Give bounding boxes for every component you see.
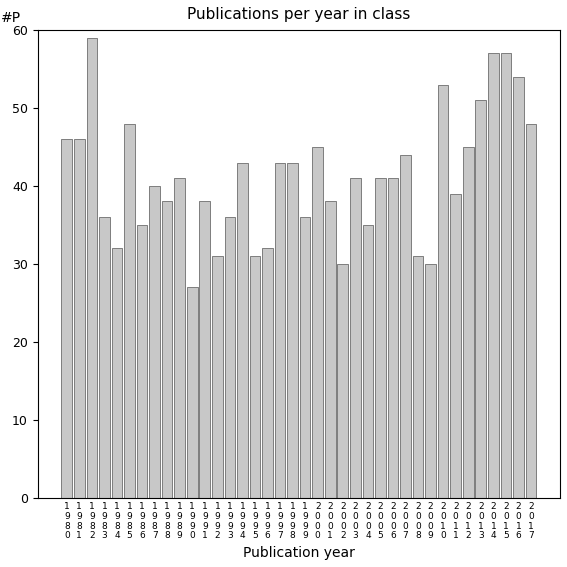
- Bar: [350, 178, 361, 497]
- Bar: [225, 217, 235, 497]
- Bar: [362, 225, 373, 497]
- Bar: [99, 217, 110, 497]
- Bar: [526, 124, 536, 497]
- Bar: [287, 163, 298, 497]
- Title: Publications per year in class: Publications per year in class: [187, 7, 411, 22]
- Bar: [87, 38, 97, 497]
- Bar: [187, 287, 197, 497]
- Bar: [149, 186, 160, 497]
- Bar: [312, 147, 323, 497]
- Bar: [262, 248, 273, 497]
- Bar: [200, 201, 210, 497]
- Bar: [425, 264, 436, 497]
- Bar: [388, 178, 398, 497]
- Bar: [488, 53, 498, 497]
- Bar: [74, 139, 84, 497]
- Bar: [212, 256, 223, 497]
- Bar: [450, 194, 461, 497]
- Bar: [162, 201, 172, 497]
- Bar: [275, 163, 285, 497]
- Bar: [463, 147, 473, 497]
- Bar: [61, 139, 72, 497]
- Bar: [325, 201, 336, 497]
- Bar: [413, 256, 424, 497]
- Bar: [375, 178, 386, 497]
- Bar: [513, 77, 524, 497]
- Bar: [400, 155, 411, 497]
- Bar: [112, 248, 122, 497]
- Bar: [337, 264, 348, 497]
- Bar: [175, 178, 185, 497]
- Bar: [237, 163, 248, 497]
- Bar: [137, 225, 147, 497]
- Bar: [476, 100, 486, 497]
- Bar: [300, 217, 311, 497]
- Bar: [249, 256, 260, 497]
- Bar: [501, 53, 511, 497]
- Bar: [438, 84, 448, 497]
- Text: #P: #P: [1, 11, 22, 26]
- Bar: [124, 124, 135, 497]
- X-axis label: Publication year: Publication year: [243, 546, 355, 560]
